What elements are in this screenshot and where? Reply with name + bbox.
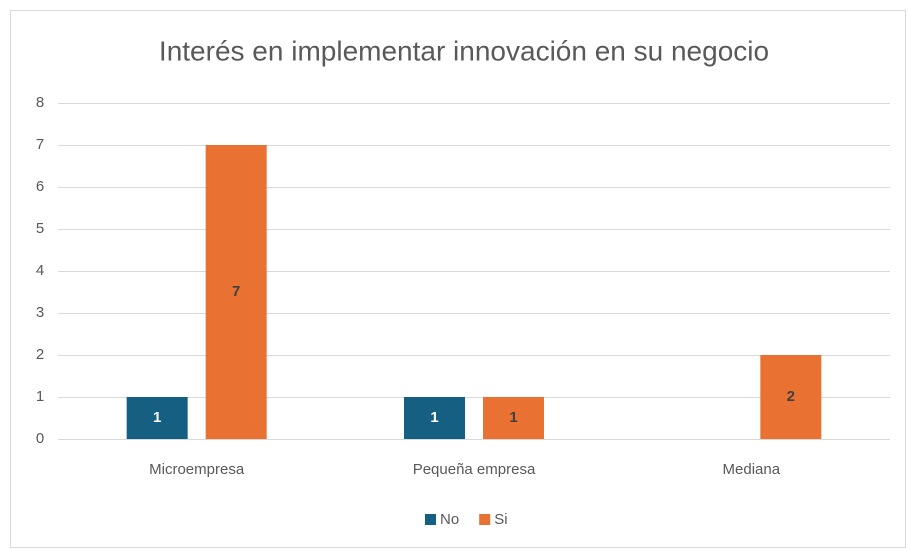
- bar: [404, 397, 465, 439]
- legend-label: Si: [494, 511, 507, 528]
- data-label: 1: [509, 409, 517, 426]
- y-tick-label: 4: [36, 262, 44, 279]
- y-tick-label: 3: [36, 304, 44, 321]
- x-tick-label: Mediana: [723, 461, 781, 478]
- data-label: 1: [430, 409, 438, 426]
- x-tick-label: Pequeña empresa: [413, 461, 536, 478]
- y-tick-label: 7: [36, 136, 44, 153]
- y-tick-label: 8: [36, 94, 44, 111]
- y-tick-label: 1: [36, 388, 44, 405]
- data-label: 1: [153, 409, 161, 426]
- data-label: 2: [787, 388, 795, 405]
- legend-label: No: [440, 511, 459, 528]
- x-tick-label: Microempresa: [149, 461, 245, 478]
- chart-title: Interés en implementar innovación en su …: [159, 35, 769, 66]
- legend-swatch: [425, 514, 436, 525]
- bar: [483, 397, 544, 439]
- bar: [205, 145, 267, 439]
- legend-swatch: [479, 514, 491, 525]
- bar: [126, 397, 188, 439]
- y-tick-label: 2: [36, 346, 44, 363]
- chart-border: [10, 10, 906, 548]
- y-tick-label: 0: [36, 430, 44, 447]
- data-label: 7: [232, 283, 240, 300]
- y-tick-label: 6: [36, 178, 44, 195]
- bar: [760, 355, 822, 439]
- y-tick-label: 5: [36, 220, 44, 237]
